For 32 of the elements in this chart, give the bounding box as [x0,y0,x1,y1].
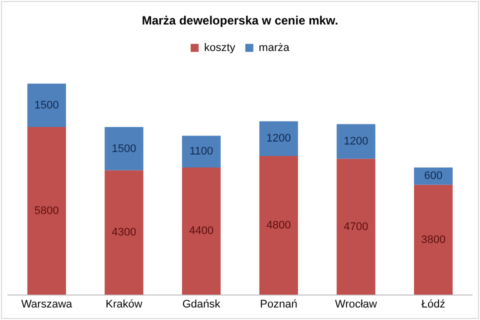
bar [336,158,376,295]
bar [104,170,144,295]
data-label: 4300 [112,226,136,239]
data-label: 1200 [266,132,291,145]
bar [259,121,298,156]
chart-title: Marża deweloperska w cenie mkw. [142,14,338,28]
data-label: 4700 [344,220,368,233]
x-tick-label: Kraków [106,298,142,310]
bar [27,84,66,128]
data-label: 1500 [112,142,136,155]
data-label: 4400 [189,225,214,238]
x-tick-label: Poznań [260,298,298,310]
x-tick-label: Gdańsk [182,298,221,310]
legend-label: koszty [204,42,236,54]
bar [259,156,298,295]
bar [182,136,221,168]
data-label: 1100 [190,146,214,158]
bar [104,127,144,170]
data-label: 1200 [344,136,368,148]
bar [336,124,376,159]
data-label: 1500 [34,99,59,112]
data-label: 3800 [421,234,446,246]
data-label: 5800 [34,204,59,217]
bar [27,127,66,295]
bar [182,168,221,295]
bar [414,184,453,295]
legend-label: marża [258,42,290,54]
x-tick-label: Łódź [421,298,446,310]
x-tick-label: Warszawa [21,298,74,310]
data-label: 600 [424,170,443,182]
data-label: 4800 [266,219,291,232]
x-tick-label: Wrocław [335,298,378,310]
